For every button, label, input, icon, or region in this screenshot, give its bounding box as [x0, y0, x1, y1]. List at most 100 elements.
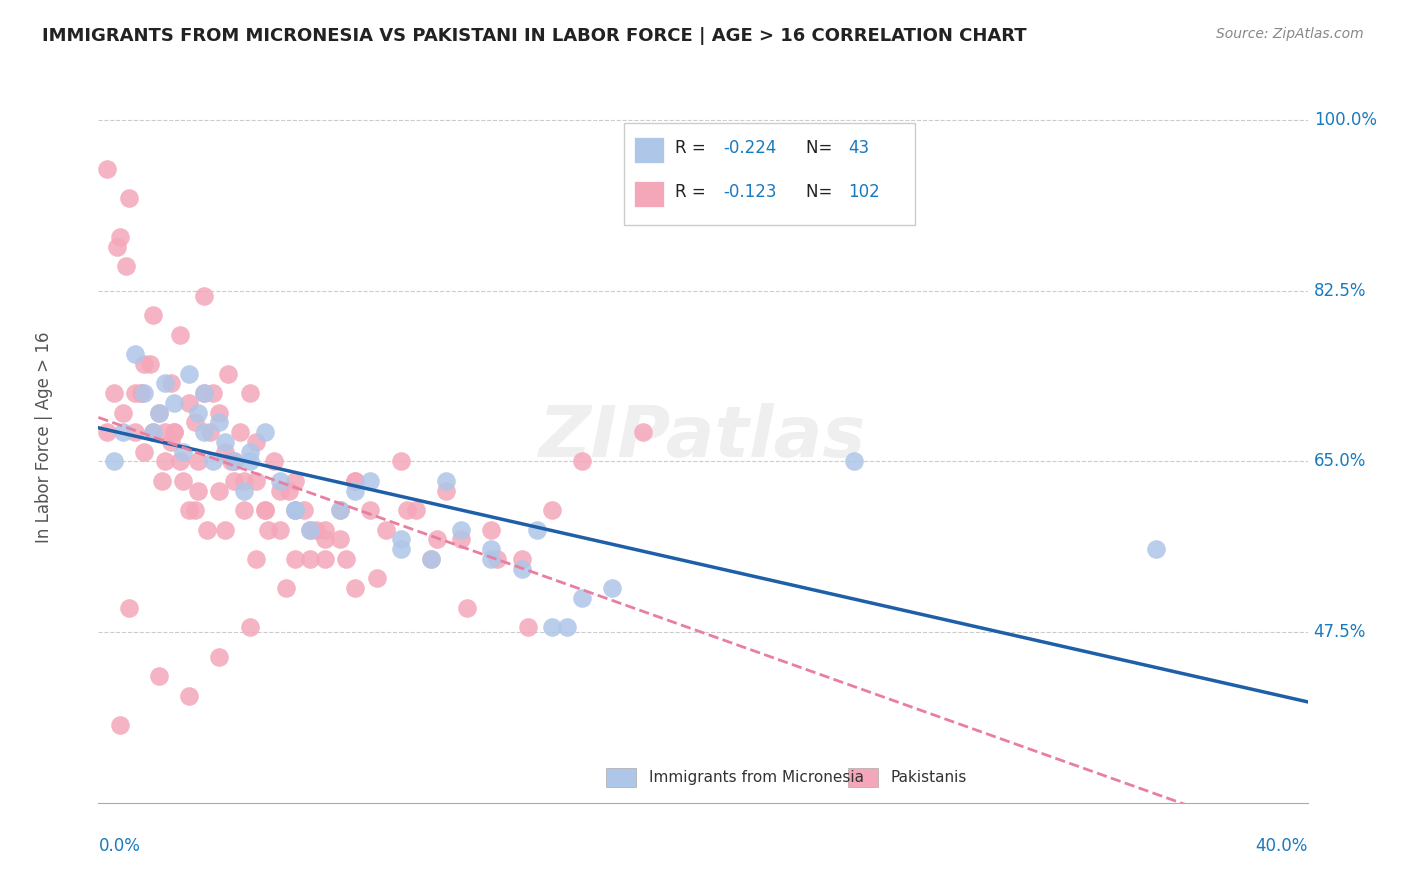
- Point: [214, 434, 236, 449]
- Point: [405, 503, 427, 517]
- Text: IMMIGRANTS FROM MICRONESIA VS PAKISTANI IN LABOR FORCE | AGE > 16 CORRELATION CH: IMMIGRANTS FROM MICRONESIA VS PAKISTANI …: [42, 27, 1026, 45]
- Point: [187, 454, 209, 468]
- Point: [245, 434, 267, 449]
- Text: R =: R =: [675, 139, 711, 157]
- Point: [540, 503, 562, 517]
- Point: [118, 600, 141, 615]
- Point: [1144, 542, 1167, 557]
- Text: 65.0%: 65.0%: [1313, 452, 1367, 470]
- Point: [160, 434, 183, 449]
- Point: [284, 474, 307, 488]
- Bar: [634, 137, 664, 163]
- Point: [299, 523, 322, 537]
- Point: [184, 416, 207, 430]
- Point: [335, 552, 357, 566]
- Point: [360, 474, 382, 488]
- Point: [232, 503, 254, 517]
- Point: [450, 533, 472, 547]
- Point: [284, 503, 307, 517]
- Point: [202, 386, 225, 401]
- Point: [132, 386, 155, 401]
- Text: Pakistanis: Pakistanis: [890, 771, 967, 786]
- Point: [105, 240, 128, 254]
- Point: [208, 406, 231, 420]
- Point: [129, 386, 152, 401]
- Point: [374, 523, 396, 537]
- Point: [299, 523, 322, 537]
- Point: [221, 454, 243, 468]
- Point: [420, 552, 443, 566]
- Point: [160, 376, 183, 391]
- Point: [481, 523, 503, 537]
- Point: [239, 454, 262, 468]
- Point: [284, 552, 307, 566]
- Point: [314, 523, 336, 537]
- Point: [129, 386, 152, 401]
- Point: [395, 503, 418, 517]
- Point: [142, 308, 165, 322]
- Point: [344, 474, 367, 488]
- Text: 43: 43: [848, 139, 869, 157]
- Text: N=: N=: [806, 183, 838, 201]
- Point: [516, 620, 538, 634]
- Point: [153, 425, 176, 440]
- Point: [245, 552, 267, 566]
- Point: [239, 444, 262, 458]
- Point: [284, 503, 307, 517]
- Point: [132, 444, 155, 458]
- Text: Immigrants from Micronesia: Immigrants from Micronesia: [648, 771, 863, 786]
- Point: [124, 386, 146, 401]
- Point: [148, 669, 170, 683]
- Point: [153, 376, 176, 391]
- Point: [172, 474, 194, 488]
- Bar: [848, 768, 879, 787]
- Point: [314, 552, 336, 566]
- Point: [187, 406, 209, 420]
- Point: [187, 483, 209, 498]
- Point: [208, 483, 231, 498]
- Point: [224, 454, 246, 468]
- Point: [118, 191, 141, 205]
- Text: In Labor Force | Age > 16: In Labor Force | Age > 16: [35, 331, 53, 543]
- Point: [571, 454, 593, 468]
- Point: [269, 483, 291, 498]
- Point: [277, 483, 299, 498]
- Point: [114, 260, 136, 274]
- Point: [148, 406, 170, 420]
- Point: [263, 454, 285, 468]
- Point: [232, 483, 254, 498]
- Point: [108, 718, 131, 732]
- Point: [602, 581, 624, 595]
- Point: [148, 406, 170, 420]
- Point: [329, 503, 352, 517]
- Point: [179, 367, 201, 381]
- Point: [305, 523, 328, 537]
- Point: [193, 386, 215, 401]
- Point: [456, 600, 478, 615]
- Point: [299, 552, 322, 566]
- Text: 102: 102: [848, 183, 880, 201]
- Point: [103, 386, 125, 401]
- Text: -0.123: -0.123: [724, 183, 778, 201]
- Point: [239, 386, 262, 401]
- Text: 0.0%: 0.0%: [98, 837, 141, 855]
- Point: [96, 161, 118, 176]
- Point: [232, 474, 254, 488]
- Point: [96, 425, 118, 440]
- Text: ZIPatlas: ZIPatlas: [540, 402, 866, 472]
- Point: [510, 552, 533, 566]
- Point: [200, 425, 222, 440]
- Point: [229, 425, 252, 440]
- Bar: [634, 181, 664, 207]
- Point: [360, 503, 382, 517]
- Point: [124, 425, 146, 440]
- Point: [224, 474, 246, 488]
- Point: [555, 620, 578, 634]
- Point: [111, 406, 134, 420]
- Point: [132, 357, 155, 371]
- Point: [434, 474, 457, 488]
- Point: [224, 454, 246, 468]
- Point: [214, 523, 236, 537]
- Point: [486, 552, 509, 566]
- Point: [389, 454, 412, 468]
